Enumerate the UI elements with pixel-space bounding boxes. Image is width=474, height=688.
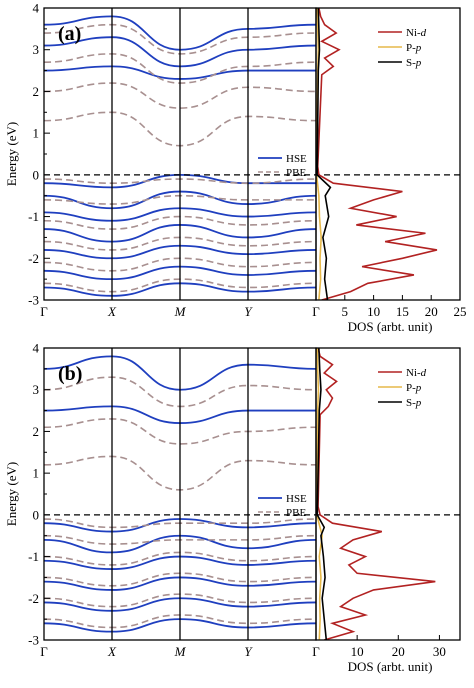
kpoint-label: Γ (312, 304, 320, 319)
dos-frame (315, 347, 461, 641)
ytick-label: 0 (33, 167, 40, 182)
kpoint-label: X (107, 644, 117, 659)
dos-legend-label: P-p (406, 42, 422, 54)
y-axis-label: Energy (eV) (4, 462, 19, 526)
dos-xtick-label: 20 (425, 304, 438, 319)
dos-x-axis-label: DOS (arbt. unit) (348, 659, 433, 674)
ytick-label: 1 (33, 126, 40, 141)
y-axis-label: Energy (eV) (4, 122, 19, 186)
dos-legend-label: P-p (406, 382, 422, 394)
kpoint-label: Y (244, 304, 253, 319)
dos-legend-label: Ni-d (406, 367, 427, 379)
pbe-band-1 (44, 418, 316, 445)
dos-frame (315, 7, 461, 301)
dos-ni-d (316, 8, 438, 300)
dos-ni-d (317, 348, 436, 640)
dos-p-p (316, 8, 322, 300)
band-legend-label: PBE (286, 167, 306, 179)
kpoint-label: M (174, 644, 187, 659)
panel-a: -3 -2 -1 0 1 2 3 4 Energy (eV) Γ X M Y Γ 5 10 15 20 25 DOS … (4, 1, 467, 335)
band-legend-label: HSE (286, 153, 307, 165)
panel-label: (a) (58, 23, 81, 45)
ytick-label: -1 (28, 209, 39, 224)
ytick-label: -2 (28, 251, 39, 266)
dos-xtick-label: 10 (351, 644, 364, 659)
dos-legend-label: S-p (406, 57, 422, 69)
ytick-label: 2 (33, 424, 40, 439)
band-legend-label: PBE (286, 507, 306, 519)
dos-curves (316, 8, 438, 300)
dos-xtick-label: 30 (433, 644, 446, 659)
dos-xtick-label: 10 (367, 304, 380, 319)
ytick-label: 4 (33, 1, 40, 16)
dos-s-p (316, 348, 328, 640)
pbe-band-1 (44, 82, 316, 109)
dos-s-p (316, 8, 332, 300)
kpoint-label: M (174, 304, 187, 319)
kpoint-label: Γ (40, 304, 48, 319)
kpoint-label: X (107, 304, 117, 319)
dos-xtick-label: 20 (392, 644, 405, 659)
band-legend-label: HSE (286, 493, 307, 505)
panel-label: (b) (58, 363, 82, 385)
ytick-label: -1 (28, 549, 39, 564)
dos-legend-label: S-p (406, 397, 422, 409)
kpoint-label: Y (244, 644, 253, 659)
ytick-label: -3 (28, 293, 39, 308)
kpoint-label: Γ (40, 644, 48, 659)
ytick-label: -2 (28, 591, 39, 606)
ytick-label: 0 (33, 507, 40, 522)
dos-xtick-label: 25 (454, 304, 467, 319)
dos-legend-label: Ni-d (406, 27, 427, 39)
dos-xtick-label: 15 (396, 304, 409, 319)
ytick-label: 1 (33, 466, 40, 481)
dos-p-p (316, 348, 323, 640)
ytick-label: -3 (28, 633, 39, 648)
ytick-label: 2 (33, 84, 40, 99)
ytick-label: 4 (33, 341, 40, 356)
ytick-label: 3 (33, 382, 40, 397)
dos-x-axis-label: DOS (arbt. unit) (348, 319, 433, 334)
ytick-label: 3 (33, 42, 40, 57)
dos-xtick-label: 5 (342, 304, 349, 319)
dos-curves (316, 348, 436, 640)
kpoint-label: Γ (312, 644, 320, 659)
